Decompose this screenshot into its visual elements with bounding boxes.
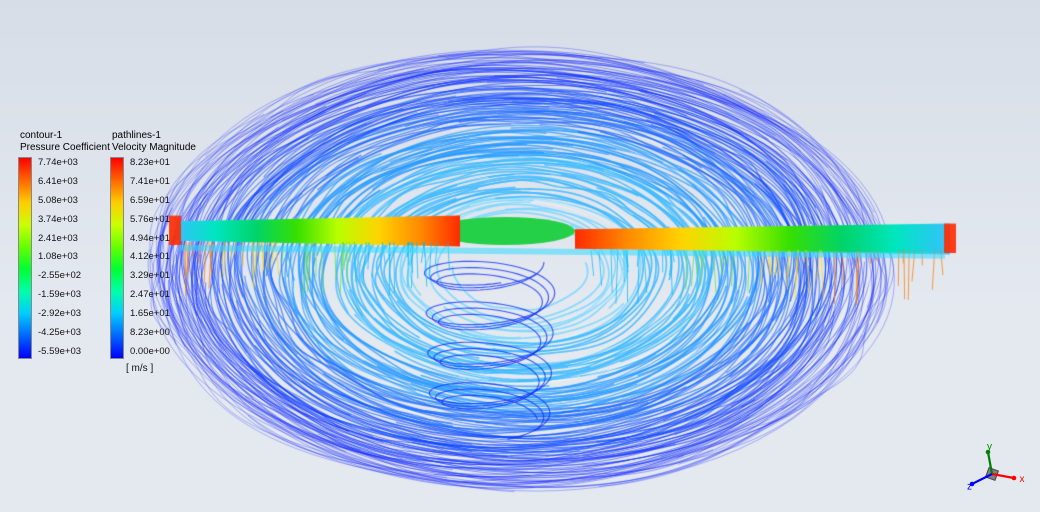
tick-label: 8.23e+00	[130, 327, 170, 338]
tick-label: 5.76e+01	[130, 214, 170, 225]
svg-text:x: x	[1020, 474, 1025, 485]
tick-label: 8.23e+01	[130, 157, 170, 168]
legend-velocity-magnitude: pathlines-1 Velocity Magnitude 8.23e+01 7…	[110, 130, 196, 374]
tick-label: -5.59e+03	[38, 346, 81, 357]
legend-title-line1: contour-1	[20, 130, 62, 141]
tick-label: 1.08e+03	[38, 251, 81, 262]
tick-label: 3.74e+03	[38, 214, 81, 225]
tick-label: 2.41e+03	[38, 233, 81, 244]
tick-label: 7.74e+03	[38, 157, 81, 168]
legend-title: pathlines-1 Velocity Magnitude	[112, 130, 196, 153]
legend-title-line2: Pressure Coefficient	[20, 142, 110, 153]
tick-label: 3.29e+01	[130, 270, 170, 281]
legend-title-line2: Velocity Magnitude	[112, 142, 196, 153]
legend-pressure-coefficient: contour-1 Pressure Coefficient 7.74e+03 6…	[18, 130, 110, 359]
tick-label: 1.65e+01	[130, 308, 170, 319]
tick-label: 4.94e+01	[130, 233, 170, 244]
legend-unit: [ m/s ]	[126, 363, 196, 374]
tick-label: -2.92e+03	[38, 308, 81, 319]
tick-label: 6.59e+01	[130, 195, 170, 206]
tick-label: 0.00e+00	[130, 346, 170, 357]
tick-label: 7.41e+01	[130, 176, 170, 187]
tick-label: 5.08e+03	[38, 195, 81, 206]
tick-label: 2.47e+01	[130, 289, 170, 300]
svg-text:y: y	[987, 442, 992, 453]
tick-label: -1.59e+03	[38, 289, 81, 300]
cfd-viewport[interactable]: contour-1 Pressure Coefficient 7.74e+03 6…	[0, 0, 1040, 512]
colorbar-pressure	[18, 157, 32, 359]
colorbar-ticks-pressure: 7.74e+03 6.41e+03 5.08e+03 3.74e+03 2.41e+03…	[38, 157, 81, 357]
orientation-triad[interactable]: x y z	[958, 438, 1026, 498]
legend-title-line1: pathlines-1	[112, 130, 161, 141]
tick-label: -4.25e+03	[38, 327, 81, 338]
colorbar-ticks-velocity: 8.23e+01 7.41e+01 6.59e+01 5.76e+01 4.94e+01…	[130, 157, 170, 357]
svg-text:z: z	[967, 482, 972, 493]
tick-label: 6.41e+03	[38, 176, 81, 187]
tick-label: 4.12e+01	[130, 251, 170, 262]
colorbar-velocity	[110, 157, 124, 359]
legend-title: contour-1 Pressure Coefficient	[20, 130, 110, 153]
tick-label: -2.55e+02	[38, 270, 81, 281]
